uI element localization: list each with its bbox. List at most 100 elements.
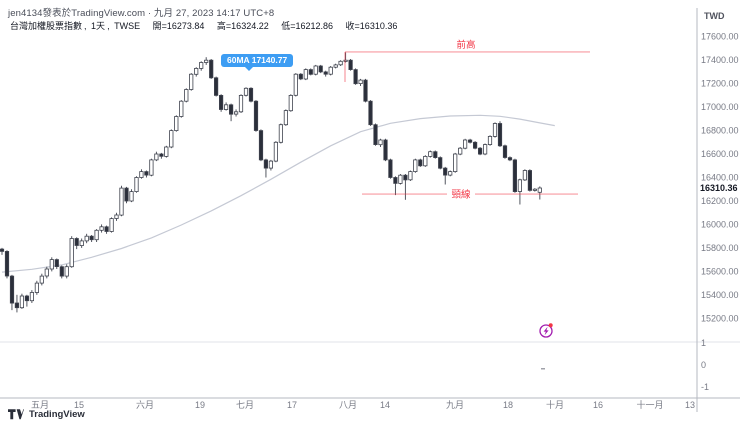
ma60-price-callout[interactable]: 60MA 17140.77 [221, 54, 294, 71]
candle-body [238, 95, 244, 113]
time-axis-label[interactable]: 14 [380, 400, 390, 410]
price-axis-label: 17400.00 [701, 55, 739, 65]
candle-body [273, 141, 279, 162]
time-axis-label[interactable]: 七月 [236, 400, 254, 410]
price-axis-label: 16400.00 [701, 173, 739, 183]
candle-body [129, 191, 134, 202]
annotation-label-neckline[interactable]: 頸線 [451, 189, 471, 201]
candle-body [278, 124, 284, 143]
candle-body [218, 95, 224, 110]
candle-body [482, 144, 488, 155]
time-axis-label[interactable]: 19 [195, 400, 205, 410]
candle-body [184, 89, 189, 102]
candle-body [14, 302, 19, 309]
candle-body [293, 73, 298, 96]
time-axis-label[interactable]: 18 [503, 400, 513, 410]
annotation-label-prev-high[interactable]: 前高 [456, 39, 475, 51]
last-price-label: 16310.36 [700, 183, 738, 193]
candle-body [104, 226, 109, 232]
candle-body [189, 73, 194, 90]
price-axis-label: 15800.00 [701, 243, 739, 253]
candle-body [174, 116, 179, 132]
candle-body [228, 104, 234, 115]
candle-body [199, 62, 204, 69]
candle-body [4, 250, 10, 277]
candle-body [29, 292, 35, 302]
time-axis-label[interactable]: 13 [685, 400, 695, 410]
candle-body [124, 187, 129, 202]
candle-body [288, 95, 293, 112]
indicator-dash-marker [541, 368, 545, 370]
candle-body [223, 104, 229, 110]
time-axis-label[interactable]: 九月 [446, 400, 464, 410]
candle-body [144, 171, 149, 176]
price-axis-label: 16600.00 [701, 149, 739, 159]
symbol-name[interactable]: 台灣加權股票指數 [10, 21, 83, 31]
candle-body [537, 187, 542, 193]
time-axis-label[interactable]: 六月 [136, 399, 154, 410]
candle-body [79, 240, 84, 246]
candle-body [283, 110, 289, 126]
annotation-label-bg [447, 188, 475, 201]
candle-body [492, 123, 498, 137]
price-axis-label: 16000.00 [701, 219, 739, 229]
time-axis-label[interactable]: 十月 [546, 399, 564, 410]
candle-body [517, 179, 523, 192]
candle-body [169, 130, 174, 148]
candle-body [114, 214, 119, 219]
candle-body [368, 100, 373, 126]
candle-body [268, 160, 274, 169]
candle-body [512, 159, 518, 192]
candle-body [318, 65, 323, 73]
price-axis-label: 17200.00 [701, 79, 739, 89]
interval-value[interactable]: 1天 [91, 21, 106, 31]
candle-body [383, 139, 388, 161]
candle-body [119, 187, 124, 216]
time-axis-label[interactable]: 十一月 [636, 399, 663, 410]
close-value: 收=16310.36 [345, 21, 398, 31]
candle-body [477, 147, 483, 155]
low-value: 低=16212.86 [281, 21, 334, 31]
price-axis-label: 15400.00 [701, 290, 739, 300]
tradingview-brand-text: TradingView [29, 409, 85, 420]
candle-body [373, 124, 378, 145]
candle-body [69, 238, 74, 268]
candle-body [338, 60, 343, 66]
indicator-scale-label: -1 [701, 382, 709, 392]
time-axis-label[interactable]: 15 [74, 400, 84, 410]
time-axis-label[interactable]: 八月 [339, 400, 357, 410]
candle-body [44, 268, 49, 277]
candle-body [99, 226, 104, 231]
candle-body [139, 171, 144, 178]
ma60-line[interactable] [1, 114, 555, 273]
candle-body [408, 171, 413, 181]
candle-body [0, 248, 5, 252]
time-axis-label[interactable]: 17 [287, 400, 297, 410]
notification-dot [548, 323, 553, 328]
candle-body [522, 170, 528, 181]
candle-body [532, 188, 538, 191]
candle-body [84, 235, 89, 242]
candle-body [398, 174, 403, 184]
time-axis-label[interactable]: 五月 [31, 400, 49, 410]
candle-body [497, 123, 503, 147]
candle-body [9, 275, 15, 304]
candle-body [243, 87, 249, 96]
candle-body [54, 259, 59, 268]
candle-body [443, 167, 448, 176]
tradingview-logo-icon [8, 409, 24, 420]
candle-body [487, 135, 493, 145]
time-axis-label[interactable]: 16 [593, 400, 603, 410]
candle-body [233, 111, 239, 115]
attribution-line: jen4134發表於TradingView.com · 九月 27, 2023 … [8, 8, 275, 19]
candle-body [263, 159, 269, 169]
lightning-bolt-glyph [543, 326, 549, 336]
candle-body [209, 59, 214, 79]
candle-body [253, 100, 259, 131]
price-axis-label: 17600.00 [701, 32, 739, 42]
candle-body [433, 151, 438, 158]
footer-branding[interactable]: TradingView [8, 409, 85, 420]
candle-body [24, 295, 30, 302]
candle-body [328, 66, 333, 75]
